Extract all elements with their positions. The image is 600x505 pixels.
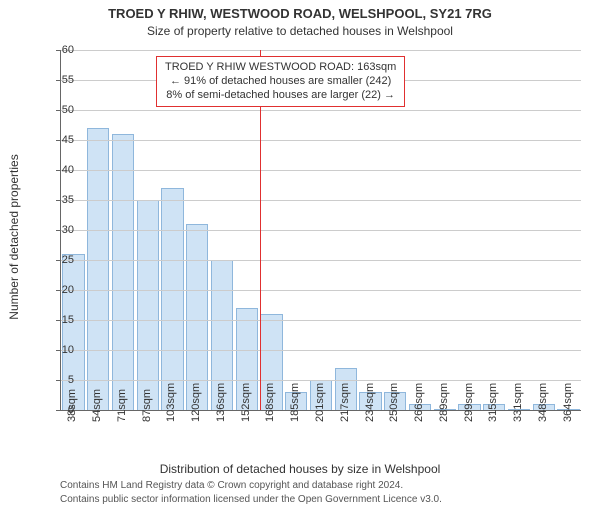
bar xyxy=(137,200,159,410)
grid-line xyxy=(61,200,581,201)
y-tick-label: 55 xyxy=(44,74,74,86)
y-tick-label: 15 xyxy=(44,314,74,326)
grid-line xyxy=(61,170,581,171)
callout-line: ← 91% of detached houses are smaller (24… xyxy=(165,75,396,89)
y-tick-label: 45 xyxy=(44,134,74,146)
y-tick-label: 50 xyxy=(44,104,74,116)
grid-line xyxy=(61,350,581,351)
y-tick-label: 20 xyxy=(44,284,74,296)
footer-line-1: Contains HM Land Registry data © Crown c… xyxy=(60,480,580,491)
y-axis-label: Number of detached properties xyxy=(7,57,21,417)
grid-line xyxy=(61,290,581,291)
y-tick-label: 30 xyxy=(44,224,74,236)
y-tick-label: 40 xyxy=(44,164,74,176)
callout-line: 8% of semi-detached houses are larger (2… xyxy=(165,89,396,103)
callout-line: TROED Y RHIW WESTWOOD ROAD: 163sqm xyxy=(165,61,396,75)
bar xyxy=(62,254,84,410)
bar xyxy=(161,188,183,410)
grid-line xyxy=(61,50,581,51)
y-tick-label: 25 xyxy=(44,254,74,266)
chart-container: TROED Y RHIW, WESTWOOD ROAD, WELSHPOOL, … xyxy=(0,0,600,500)
grid-line xyxy=(61,230,581,231)
grid-line xyxy=(61,260,581,261)
grid-line xyxy=(61,140,581,141)
x-axis-label: Distribution of detached houses by size … xyxy=(0,462,600,476)
chart-subtitle: Size of property relative to detached ho… xyxy=(0,24,600,38)
bar xyxy=(112,134,134,410)
y-tick-label: 5 xyxy=(44,374,74,386)
plot-area: TROED Y RHIW WESTWOOD ROAD: 163sqm← 91% … xyxy=(60,50,581,411)
grid-line xyxy=(61,380,581,381)
y-tick-label: 60 xyxy=(44,44,74,56)
y-tick-label: 10 xyxy=(44,344,74,356)
y-tick-label: 35 xyxy=(44,194,74,206)
grid-line xyxy=(61,320,581,321)
grid-line xyxy=(61,110,581,111)
callout-box: TROED Y RHIW WESTWOOD ROAD: 163sqm← 91% … xyxy=(156,56,405,107)
chart-title: TROED Y RHIW, WESTWOOD ROAD, WELSHPOOL, … xyxy=(0,6,600,21)
